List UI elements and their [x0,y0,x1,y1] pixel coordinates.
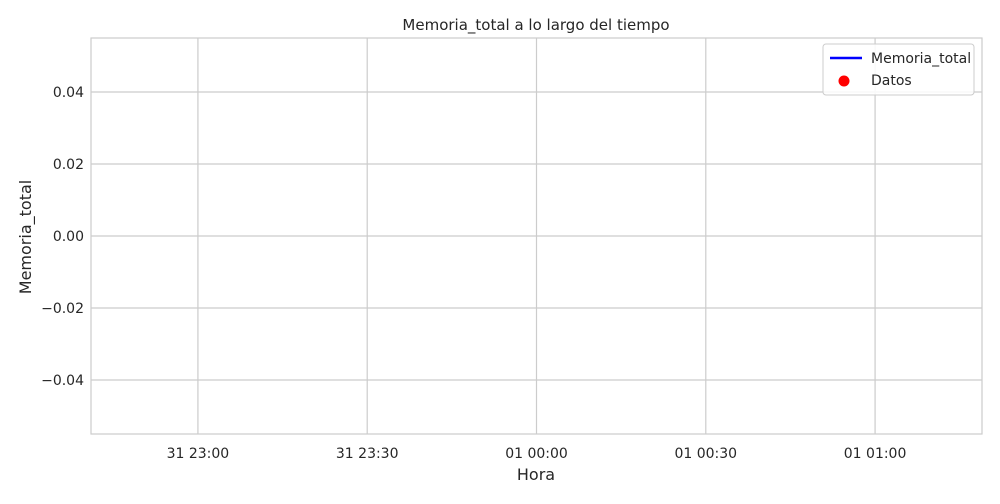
legend: Memoria_total Datos [822,43,975,96]
chart-title: Memoria_total a lo largo del tiempo [402,16,669,35]
y-tick-label: −0.02 [41,301,84,317]
grid [91,38,982,434]
y-tick-label: 0.00 [53,229,84,245]
legend-label-memoria-total: Memoria_total [871,51,971,67]
legend-label-datos: Datos [871,73,912,89]
legend-dot-swatch [838,75,850,87]
y-tick-label: −0.04 [41,373,84,389]
x-tick-label: 31 23:30 [336,446,399,462]
x-tick-label: 31 23:00 [167,446,230,462]
y-axis-label: Memoria_total [16,180,36,294]
x-tick-label: 01 01:00 [844,446,907,462]
plot-frame [90,37,983,435]
y-tick-label: 0.02 [53,157,84,173]
x-axis-ticks: 31 23:00 31 23:30 01 00:00 01 00:30 01 01:00 [167,446,907,462]
x-tick-label: 01 00:00 [505,446,568,462]
y-tick-label: 0.04 [53,85,84,101]
y-axis-ticks: 0.04 0.02 0.00 −0.02 −0.04 [41,85,84,389]
x-tick-label: 01 00:30 [674,446,737,462]
x-axis-label: Hora [517,465,555,484]
